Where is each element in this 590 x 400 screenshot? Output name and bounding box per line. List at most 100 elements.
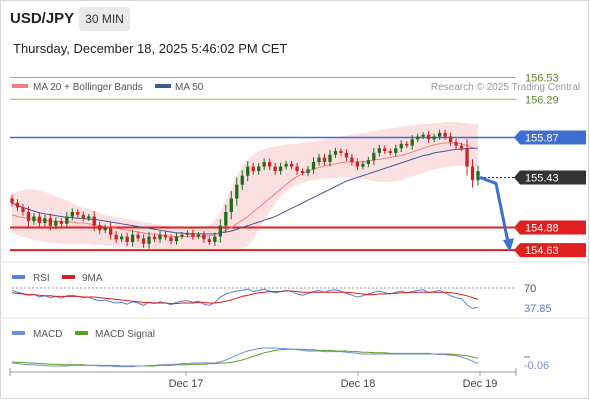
candle-body: [207, 239, 212, 242]
candle: [410, 134, 414, 150]
candle: [87, 214, 91, 221]
candle: [432, 133, 436, 143]
candle: [196, 232, 201, 240]
candle: [251, 162, 255, 175]
candle-body: [443, 132, 447, 137]
candle-body: [295, 166, 299, 172]
candle-body: [92, 216, 96, 226]
candle: [15, 199, 20, 212]
candle-body: [32, 216, 36, 222]
candle-body: [328, 154, 332, 162]
candle: [141, 234, 146, 248]
candle-body: [437, 132, 442, 137]
candle-body: [372, 152, 376, 161]
candle: [257, 162, 261, 175]
candle-body: [278, 166, 283, 172]
candle-body: [317, 157, 321, 162]
candle: [48, 213, 53, 231]
candle-body: [48, 218, 53, 226]
timeframe-badge[interactable]: 30 MIN: [79, 7, 130, 31]
legend-swatch-rsi: [12, 275, 25, 279]
legend-swatch-ma20: [12, 84, 28, 88]
credit-text: Research © 2025 Trading Central: [431, 82, 580, 93]
candle-body: [470, 166, 475, 181]
candle-body: [262, 162, 266, 167]
rsi-ma-line: [11, 290, 479, 305]
candle-body: [284, 163, 288, 167]
candle: [350, 153, 354, 166]
candle-body: [339, 151, 343, 153]
candle-body: [306, 169, 310, 173]
candle-body: [120, 236, 124, 240]
candle-body: [87, 216, 91, 219]
candle-body: [399, 143, 403, 149]
candle: [317, 153, 321, 166]
candle: [394, 144, 398, 157]
candle: [443, 129, 447, 140]
rsi-panel: RSI 9MA 70 37.85: [0, 273, 590, 319]
candle-body: [383, 148, 387, 152]
candle: [300, 168, 305, 176]
candle: [388, 148, 392, 156]
legend-label-ma20: MA 20 + Bollinger Bands: [33, 82, 143, 93]
candle-body: [158, 234, 162, 240]
candle-body: [465, 148, 469, 167]
candle-body: [224, 212, 228, 226]
legend-label-ma50: MA 50: [175, 82, 204, 93]
candle-body: [410, 139, 414, 146]
candle-body: [421, 134, 425, 137]
legend-label-rsi: RSI: [33, 273, 50, 284]
candle: [224, 204, 228, 233]
candle-body: [130, 234, 135, 242]
level-label-pivot: 155.87: [525, 132, 559, 144]
candle: [152, 233, 157, 243]
candle: [114, 231, 118, 243]
candle-body: [427, 134, 431, 140]
candle: [213, 232, 217, 246]
candle-body: [311, 162, 316, 170]
candle-body: [366, 160, 370, 164]
candle: [98, 222, 102, 234]
candle-body: [405, 143, 409, 146]
candle: [169, 234, 173, 245]
candle-body: [81, 214, 85, 219]
level-label-resistance: 156.53: [525, 72, 559, 84]
candle: [383, 145, 387, 154]
candle: [339, 148, 343, 156]
candle: [21, 203, 25, 216]
candle: [459, 142, 464, 152]
legend-label-macd-signal: MACD Signal: [95, 329, 155, 340]
ma50-line: [11, 147, 478, 235]
candle-body: [136, 234, 140, 239]
candle-body: [333, 151, 338, 155]
candle-body: [246, 166, 250, 176]
candle-body: [103, 227, 107, 231]
candle: [278, 162, 283, 175]
candle: [136, 231, 140, 242]
candle: [344, 149, 349, 162]
candle-body: [54, 221, 58, 226]
candle: [355, 158, 360, 171]
level-label-support: 154.63: [525, 245, 559, 257]
candle-body: [416, 136, 420, 140]
candle: [377, 144, 381, 157]
candle: [103, 224, 107, 234]
candle-body: [344, 152, 349, 158]
candle-body: [174, 236, 179, 242]
candle-body: [218, 225, 222, 237]
candle: [54, 217, 58, 230]
candle: [333, 147, 338, 158]
candle: [470, 159, 475, 188]
candle: [295, 162, 299, 175]
forecast-arrowhead: [503, 238, 514, 253]
candle-body: [109, 227, 113, 235]
candle-body: [26, 212, 31, 222]
candle-body: [350, 157, 354, 162]
candle-body: [98, 225, 102, 231]
candle: [229, 191, 233, 220]
bollinger-band: [12, 122, 478, 252]
legend-label-rsi-ma: 9MA: [82, 273, 103, 284]
candle-body: [355, 162, 360, 167]
candle-body: [10, 198, 14, 203]
